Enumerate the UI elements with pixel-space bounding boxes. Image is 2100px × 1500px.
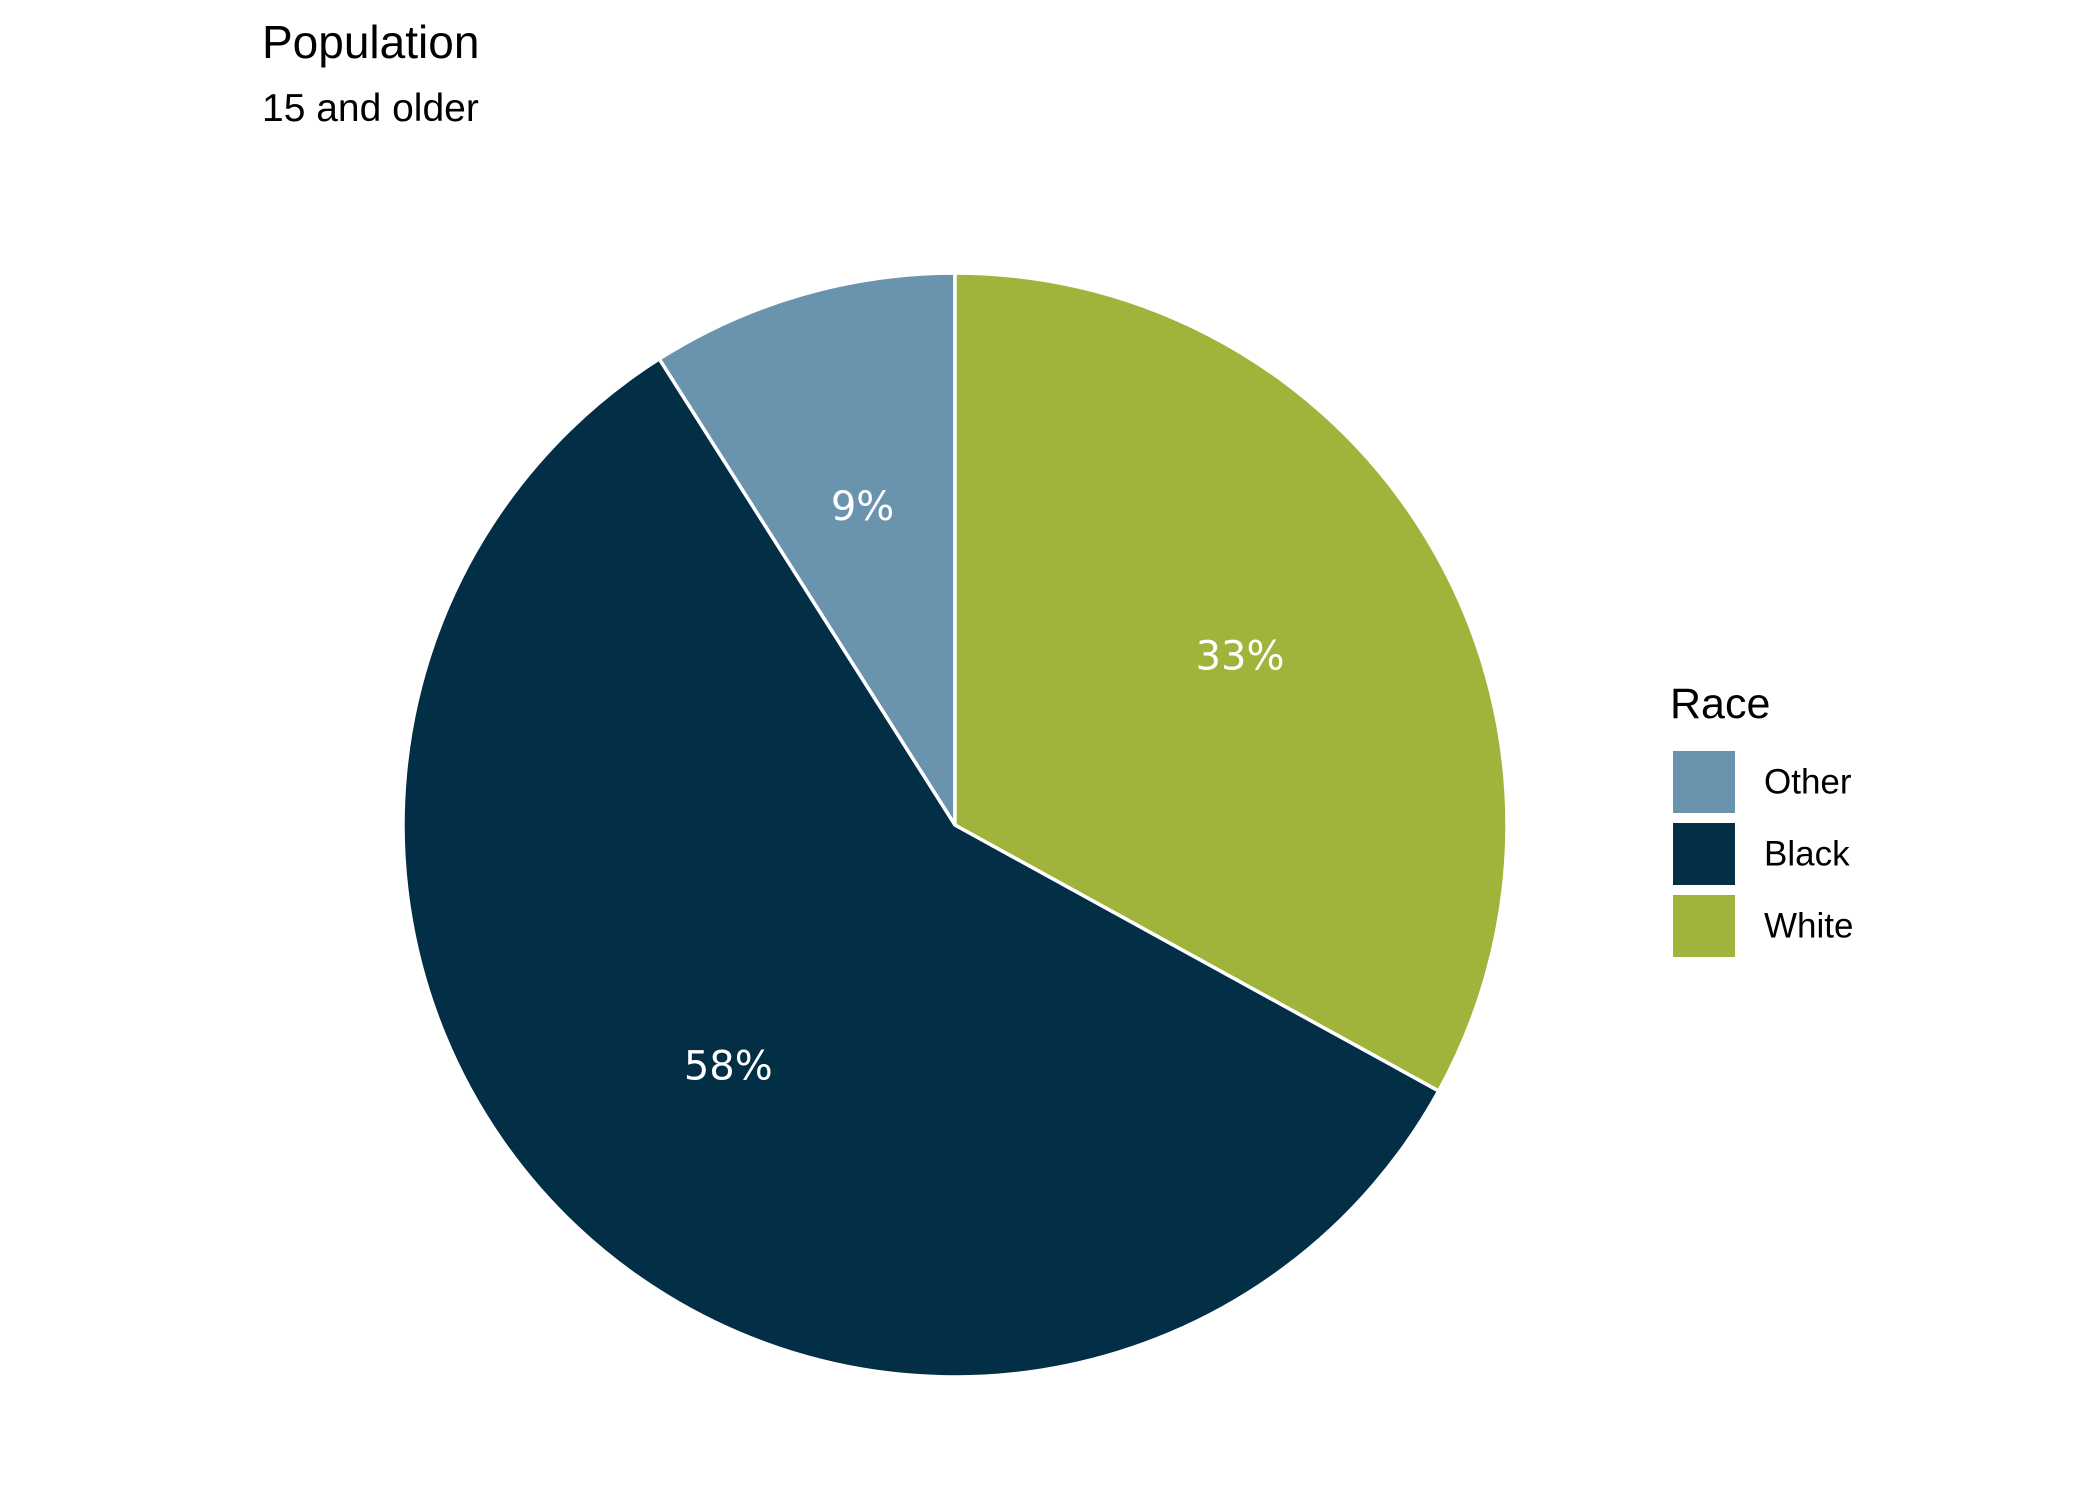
pie-slice-other	[657, 271, 957, 827]
slice-label-black: 58%	[684, 1043, 773, 1089]
pie-slice-labels: 9% 58% 33%	[684, 484, 1285, 1089]
legend-label-black: Black	[1764, 835, 1850, 874]
pie-slice-white	[953, 271, 1509, 1093]
legend-label-other: Other	[1764, 763, 1852, 802]
legend-swatch-white	[1673, 895, 1735, 957]
legend: Race Other Black White	[1670, 680, 1853, 957]
pie-slice-black	[401, 357, 1441, 1379]
slice-label-white: 33%	[1196, 633, 1285, 679]
slice-label-other: 9%	[831, 484, 894, 530]
legend-swatch-other	[1673, 751, 1735, 813]
chart-subtitle: 15 and older	[262, 87, 479, 130]
legend-label-white: White	[1764, 907, 1853, 946]
legend-swatch-black	[1673, 823, 1735, 885]
pie-slices	[401, 271, 1509, 1379]
legend-title: Race	[1670, 680, 1770, 728]
chart-title: Population	[262, 16, 479, 68]
